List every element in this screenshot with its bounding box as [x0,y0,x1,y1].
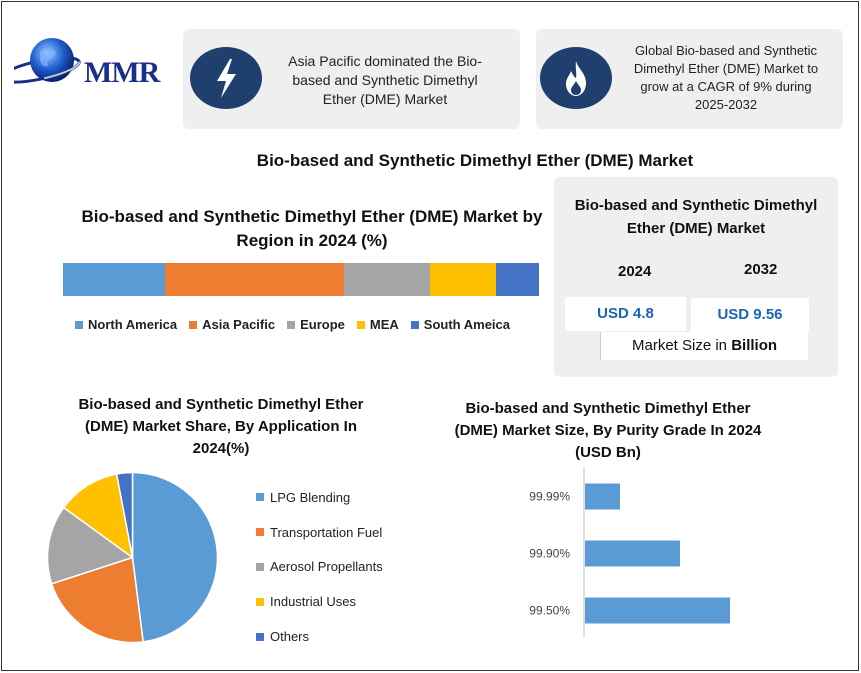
main-title: Bio-based and Synthetic Dimethyl Ether (… [256,151,694,170]
legend-label: Others [270,629,310,645]
legend-swatch [256,632,264,641]
legend-label: North America [88,317,178,332]
application-legend-item: Industrial Uses [256,584,383,619]
pie-slice-lpg-blending [131,471,219,643]
pie-slice-others [115,471,134,558]
pie-slice-aerosol-propellants [46,506,135,585]
purity-tick-label: 99.50% [529,604,570,618]
purity-tick-label: 99.90% [529,547,570,561]
region-segment-europe [343,263,430,296]
legend-swatch [410,320,419,329]
application-legend-item: LPG Blending [256,480,383,515]
cagr-highlight-text: Global Bio-based and Synthetic Dimethyl … [633,43,819,112]
highlight-card-cagr: Global Bio-based and Synthetic Dimethyl … [536,29,843,129]
region-chart-title: Bio-based and Synthetic Dimethyl Ether (… [81,207,543,250]
region-legend-item: Europe [287,317,345,332]
region-legend-item: MEA [356,317,399,332]
legend-swatch [189,320,198,329]
unit-bold: Billion [731,337,778,354]
logo-text: MMR [84,56,160,89]
application-legend-item: Others [256,619,383,654]
region-segment-asia-pacific [165,263,344,296]
purity-bar-99-90 [585,540,680,567]
region-stacked-bar [63,263,539,296]
region-segment-north-america [63,263,166,296]
market-size-card: Bio-based and Synthetic Dimethyl Ether (… [554,177,838,377]
region-highlight-text: Asia Pacific dominated the Bio-based and… [288,53,482,107]
legend-label: Europe [300,317,345,332]
application-legend-item: Transportation Fuel [256,515,383,550]
region-legend-item: North America [75,317,177,332]
market-size-unit: Market Size in Billion [600,332,808,360]
value-2024: USD 4.8 [565,297,686,331]
unit-prefix: Market Size in [631,337,732,354]
flame-icon [540,47,612,109]
purity-tick-label: 99.99% [529,490,570,504]
legend-swatch [256,493,264,502]
legend-swatch [75,320,83,329]
legend-label: Asia Pacific [202,317,276,332]
highlight-card-region: Asia Pacific dominated the Bio-based and… [183,29,520,129]
legend-swatch [256,528,264,537]
year-2024-label: 2024 [618,263,652,280]
legend-swatch [256,597,264,606]
purity-chart-title: Bio-based and Synthetic Dimethyl Ether (… [454,400,762,461]
pie-slice-industrial-uses [62,473,134,560]
lightning-icon [190,47,262,109]
purity-bar-99-99 [585,483,620,510]
mmr-logo: MMR [0,30,174,100]
legend-label: Aerosol Propellants [270,559,383,575]
legend-label: South Ameica [423,317,510,332]
purity-bar-chart: 99.99% 99.90% 99.50% [529,468,730,638]
application-pie-chart [40,465,225,650]
application-chart-title: Bio-based and Synthetic Dimethyl Ether (… [78,396,364,457]
purity-bar-99-50 [585,597,730,624]
region-legend-item: South Ameica [410,317,510,332]
legend-swatch [287,320,296,329]
legend-swatch [256,562,264,571]
legend-label: Industrial Uses [270,594,356,610]
legend-label: MEA [369,317,399,332]
legend-swatch [356,320,365,329]
application-legend: LPG Blending Transportation Fuel Aerosol P… [256,480,383,654]
region-segment-south-ameica [496,263,539,296]
market-size-title: Bio-based and Synthetic Dimethyl Ether (… [574,197,818,237]
legend-label: LPG Blending [270,489,351,505]
legend-label: Transportation Fuel [270,524,383,540]
region-legend: North America Asia Pacific Europe MEA South … [75,317,510,332]
region-segment-mea [429,263,497,296]
year-2032-label: 2032 [744,261,778,278]
value-2032: USD 9.56 [691,298,809,332]
application-legend-item: Aerosol Propellants [256,550,383,585]
pie-slice-transportation-fuel [50,556,144,644]
region-legend-item: Asia Pacific [189,317,275,332]
globe-logo-icon [0,38,81,84]
